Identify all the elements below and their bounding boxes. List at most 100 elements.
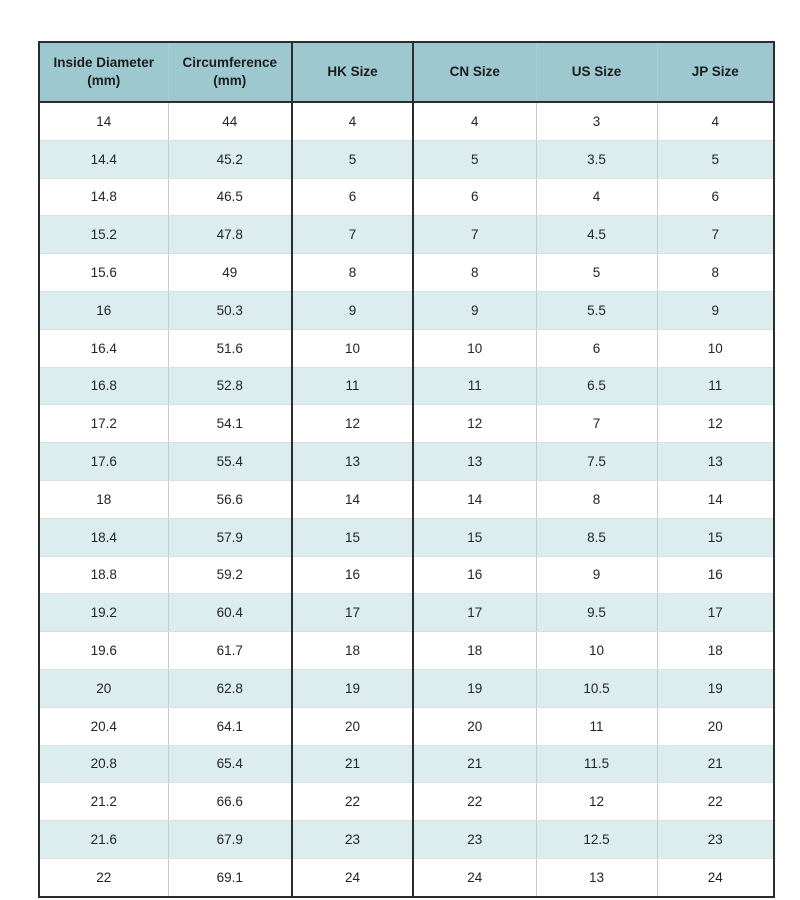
table-cell: 60.4 [167,593,293,633]
table-row: 20.4 64.1 20 20 11 20 [38,706,775,746]
table-cell: 54.1 [167,404,293,444]
table-row: 15.6 49 8 8 5 8 [38,253,775,292]
column-header: Circumference (mm) [167,41,293,103]
table-cell: 18.8 [38,555,169,595]
table-cell: 21 [656,744,775,784]
table-cell: 22 [291,782,414,822]
table-cell: 24 [412,857,537,898]
table-row: 20.8 65.4 21 21 11.5 21 [38,744,775,784]
table-cell: 14.4 [38,139,169,179]
table-cell: 56.6 [167,479,293,519]
table-cell: 4 [656,101,775,141]
column-header: US Size [535,41,658,103]
column-header: CN Size [412,41,537,103]
table-cell: 14 [656,479,775,519]
table-row: 18.8 59.2 16 16 9 16 [38,555,775,595]
table-cell: 69.1 [167,857,293,898]
table-cell: 11 [412,366,537,406]
table-cell: 5.5 [535,290,658,330]
table-cell: 19.6 [38,631,169,670]
table-cell: 13 [412,442,537,481]
table-cell: 15.6 [38,253,169,292]
table-row: 16 50.3 9 9 5.5 9 [38,290,775,330]
table-cell: 64.1 [167,706,293,746]
table-cell: 44 [167,101,293,141]
table-cell: 65.4 [167,744,293,784]
table-cell: 21 [291,744,414,784]
ring-size-conversion-table: Inside Diameter (mm) Circumference (mm) HK… [38,41,775,898]
table-cell: 45.2 [167,139,293,179]
table-cell: 14 [291,479,414,519]
table-row: 14.4 45.2 5 5 3.5 5 [38,139,775,179]
table-cell: 62.8 [167,668,293,708]
table-cell: 14 [412,479,537,519]
table-row: 18 56.6 14 14 8 14 [38,479,775,519]
table-cell: 12 [656,404,775,444]
table-cell: 11 [291,366,414,406]
table-row: 17.6 55.4 13 13 7.5 13 [38,442,775,481]
table-row: 16.4 51.6 10 10 6 10 [38,328,775,368]
table-cell: 5 [291,139,414,179]
table-cell: 4 [535,177,658,217]
table-cell: 17.2 [38,404,169,444]
table-cell: 16 [412,555,537,595]
table-cell: 12.5 [535,820,658,859]
table-cell: 4.5 [535,215,658,255]
table-cell: 10 [535,631,658,670]
table-cell: 3.5 [535,139,658,179]
table-cell: 3 [535,101,658,141]
table-row: 14 44 4 4 3 4 [38,101,775,141]
table-cell: 9 [656,290,775,330]
table-cell: 51.6 [167,328,293,368]
table-cell: 22 [38,857,169,898]
table-row: 15.2 47.8 7 7 4.5 7 [38,215,775,255]
table-cell: 14.8 [38,177,169,217]
column-header: JP Size [656,41,775,103]
table-cell: 11 [535,706,658,746]
table-row: 17.2 54.1 12 12 7 12 [38,404,775,444]
table-cell: 47.8 [167,215,293,255]
table-cell: 18 [291,631,414,670]
table-cell: 10 [291,328,414,368]
table-cell: 49 [167,253,293,292]
table-cell: 7 [412,215,537,255]
column-header: HK Size [291,41,414,103]
table-cell: 17 [656,593,775,633]
column-header: Inside Diameter (mm) [38,41,169,103]
table-cell: 23 [656,820,775,859]
table-cell: 16 [656,555,775,595]
table-cell: 16.4 [38,328,169,368]
table-cell: 12 [291,404,414,444]
table-cell: 18.4 [38,517,169,557]
table-cell: 46.5 [167,177,293,217]
table-cell: 6 [412,177,537,217]
table-cell: 21.6 [38,820,169,859]
table-cell: 22 [656,782,775,822]
table-cell: 66.6 [167,782,293,822]
table-cell: 17 [412,593,537,633]
table-cell: 21.2 [38,782,169,822]
table-cell: 20 [38,668,169,708]
table-cell: 18 [656,631,775,670]
table-cell: 16 [38,290,169,330]
table-cell: 4 [412,101,537,141]
table-cell: 12 [412,404,537,444]
table-cell: 9 [535,555,658,595]
table-cell: 12 [535,782,658,822]
table-cell: 9 [412,290,537,330]
table-cell: 9 [291,290,414,330]
table-cell: 19 [656,668,775,708]
table-cell: 8 [412,253,537,292]
table-cell: 6.5 [535,366,658,406]
table-cell: 7 [291,215,414,255]
table-cell: 19 [412,668,537,708]
table-cell: 8 [656,253,775,292]
table-row: 19.2 60.4 17 17 9.5 17 [38,593,775,633]
table-cell: 5 [412,139,537,179]
table-cell: 11.5 [535,744,658,784]
table-cell: 61.7 [167,631,293,670]
table-cell: 24 [291,857,414,898]
table-row: 18.4 57.9 15 15 8.5 15 [38,517,775,557]
table-cell: 17.6 [38,442,169,481]
table-cell: 6 [656,177,775,217]
